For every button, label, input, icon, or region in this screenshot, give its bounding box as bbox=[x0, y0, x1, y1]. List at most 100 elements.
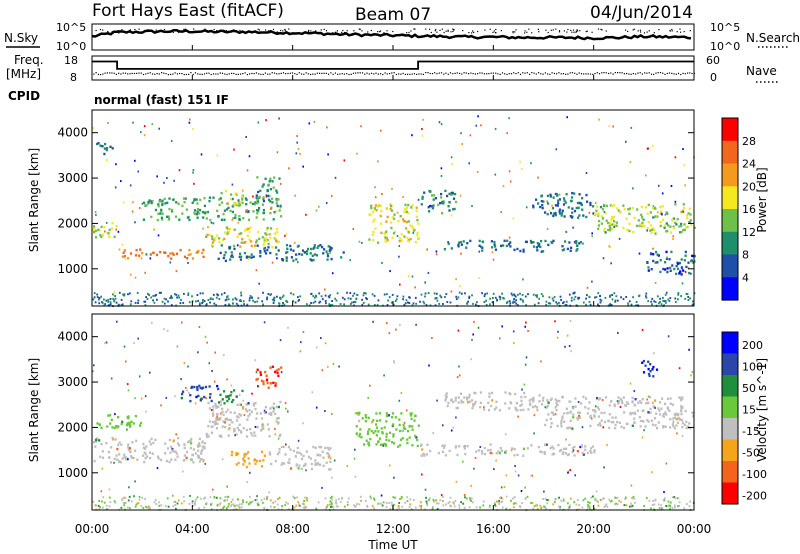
range-cell bbox=[296, 141, 298, 144]
range-cell bbox=[522, 454, 525, 457]
range-cell bbox=[452, 400, 455, 404]
range-cell bbox=[402, 295, 405, 298]
range-cell bbox=[334, 176, 337, 179]
range-cell bbox=[622, 204, 625, 207]
range-cell bbox=[420, 203, 423, 206]
range-cell bbox=[391, 416, 394, 419]
range-cell bbox=[366, 298, 368, 300]
range-cell bbox=[659, 220, 662, 224]
range-cell bbox=[393, 361, 395, 364]
nave-dot bbox=[504, 73, 506, 75]
range-cell bbox=[197, 394, 200, 398]
range-cell bbox=[480, 124, 482, 127]
range-cell bbox=[600, 215, 603, 218]
range-cell bbox=[398, 423, 401, 427]
range-cell bbox=[595, 490, 598, 493]
y-tick-label: 1000 bbox=[57, 466, 88, 480]
range-cell bbox=[207, 226, 209, 229]
nave-dot bbox=[456, 72, 458, 74]
range-cell bbox=[257, 385, 259, 387]
range-cell bbox=[269, 195, 271, 198]
range-cell bbox=[588, 296, 591, 299]
noise-dot bbox=[118, 32, 120, 34]
range-cell bbox=[273, 176, 276, 179]
noise-dot bbox=[320, 29, 322, 31]
range-cell bbox=[577, 411, 580, 414]
range-cell bbox=[267, 386, 270, 389]
range-cell bbox=[108, 228, 111, 231]
range-cell bbox=[386, 293, 388, 296]
range-cell bbox=[489, 451, 492, 455]
range-cell bbox=[688, 207, 691, 210]
range-cell bbox=[459, 194, 462, 197]
range-cell bbox=[559, 508, 561, 511]
range-cell bbox=[153, 301, 156, 304]
range-cell bbox=[193, 385, 196, 389]
range-cell bbox=[515, 408, 518, 411]
range-cell bbox=[459, 285, 461, 287]
range-cell bbox=[137, 302, 139, 304]
range-cell bbox=[130, 420, 133, 423]
nave-dot bbox=[325, 72, 327, 74]
range-cell bbox=[239, 414, 242, 417]
range-cell bbox=[445, 503, 447, 506]
range-cell bbox=[528, 402, 532, 405]
range-cell bbox=[214, 422, 217, 425]
range-cell bbox=[641, 221, 644, 225]
range-cell bbox=[241, 195, 244, 198]
range-cell bbox=[552, 196, 555, 199]
range-cell bbox=[684, 184, 686, 187]
nave-dot bbox=[217, 73, 219, 75]
range-cell bbox=[614, 416, 617, 419]
range-cell bbox=[228, 246, 232, 249]
range-cell bbox=[109, 461, 113, 464]
range-cell bbox=[513, 342, 515, 345]
range-cell bbox=[488, 392, 491, 395]
range-cell bbox=[268, 451, 271, 454]
range-cell bbox=[672, 417, 675, 420]
range-cell bbox=[138, 424, 142, 427]
range-cell bbox=[663, 497, 666, 500]
range-cell bbox=[276, 452, 279, 456]
range-cell bbox=[560, 499, 563, 502]
noise-dot bbox=[572, 29, 575, 31]
range-cell bbox=[313, 246, 316, 249]
range-cell bbox=[259, 371, 262, 374]
range-cell bbox=[274, 382, 277, 385]
range-cell bbox=[469, 134, 472, 137]
nave-dot bbox=[350, 73, 352, 75]
range-cell bbox=[546, 399, 549, 402]
range-cell bbox=[614, 299, 617, 302]
range-cell bbox=[445, 293, 448, 296]
range-cell bbox=[248, 299, 251, 302]
range-cell bbox=[170, 458, 173, 461]
range-cell bbox=[370, 429, 373, 433]
range-cell bbox=[404, 203, 407, 206]
range-cell bbox=[174, 450, 177, 453]
range-cell bbox=[464, 452, 467, 456]
range-cell bbox=[633, 390, 636, 393]
noise-dot bbox=[358, 28, 360, 30]
range-cell bbox=[651, 401, 654, 405]
range-cell bbox=[255, 196, 258, 199]
range-cell bbox=[643, 225, 646, 228]
nave-dot bbox=[330, 72, 332, 74]
range-cell bbox=[380, 222, 383, 225]
range-cell bbox=[229, 209, 232, 213]
nave-dot bbox=[167, 74, 169, 76]
range-cell bbox=[206, 341, 208, 344]
nave-label: Nave bbox=[746, 64, 777, 78]
range-cell bbox=[371, 293, 374, 296]
range-cell bbox=[443, 248, 446, 251]
range-cell bbox=[280, 371, 283, 374]
range-cell bbox=[633, 216, 636, 220]
range-cell bbox=[267, 242, 270, 246]
range-cell bbox=[316, 246, 319, 249]
range-cell bbox=[452, 426, 454, 429]
range-cell bbox=[408, 436, 411, 439]
range-cell bbox=[286, 247, 289, 250]
range-cell bbox=[414, 296, 417, 299]
noise-dot bbox=[392, 30, 394, 33]
range-cell bbox=[222, 256, 225, 260]
noise-dot bbox=[500, 30, 502, 32]
